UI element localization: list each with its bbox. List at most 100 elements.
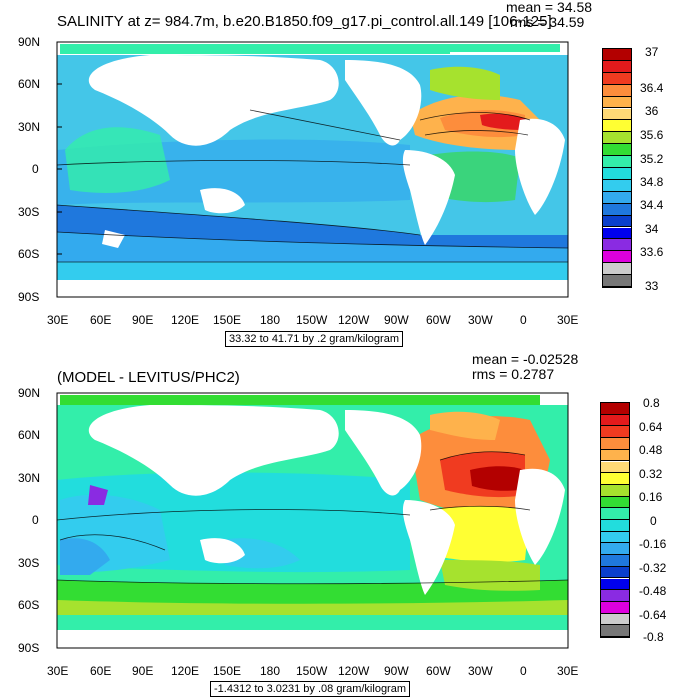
legend-swatch	[601, 461, 629, 474]
panel1-lat-0: 0	[32, 162, 39, 176]
legend-swatch	[601, 403, 629, 415]
lon-label: 90E	[132, 664, 154, 678]
legend-swatch	[603, 96, 631, 109]
panel1-lat-90s: 90S	[18, 290, 40, 304]
legend-label: 34	[645, 222, 659, 236]
lon-label: 90W	[384, 313, 409, 327]
legend-swatch	[601, 531, 629, 544]
lon-label: 150W	[296, 664, 328, 678]
legend-swatch	[601, 543, 629, 556]
legend-swatch	[603, 132, 631, 145]
panel1-range-box: 33.32 to 41.71 by .2 gram/kilogram	[225, 331, 403, 347]
lon-label: 0	[520, 664, 527, 678]
panel1-legend	[602, 48, 632, 288]
lon-label: 60E	[90, 664, 112, 678]
lon-label: 180	[260, 313, 281, 327]
lon-label: 30E	[47, 313, 69, 327]
lon-label: 150E	[213, 313, 242, 327]
lon-label: 120W	[338, 664, 370, 678]
legend-label: 33	[645, 279, 659, 293]
panel2-lat-30n: 30N	[18, 471, 41, 485]
legend-swatch	[601, 590, 629, 602]
panel1-mean: mean = 34.58	[506, 0, 593, 15]
panel1-map	[56, 41, 569, 298]
legend-label: 0.48	[639, 443, 663, 457]
legend-swatch	[603, 60, 631, 73]
legend-swatch	[603, 144, 631, 157]
legend-label: 35.2	[640, 152, 664, 166]
lon-label: 60E	[90, 313, 112, 327]
panel2-range-box: -1.4312 to 3.0231 by .08 gram/kilogram	[210, 681, 411, 697]
panel1-lat-90n: 90N	[18, 35, 41, 49]
panel2-legend	[600, 402, 630, 638]
panel2-lat-0: 0	[32, 513, 39, 527]
legend-label: -0.64	[639, 608, 667, 622]
lon-label: 120E	[171, 313, 200, 327]
legend-label: 37	[645, 45, 659, 59]
panel2-lon-axis: 30E 60E 90E 120E 150E 180 150W 120W 90W …	[0, 664, 700, 680]
panel2-continents	[57, 405, 568, 648]
lon-label: 150W	[296, 313, 328, 327]
legend-swatch	[603, 215, 631, 228]
legend-label: 0	[650, 514, 657, 528]
lon-label: 30W	[468, 313, 493, 327]
legend-swatch	[601, 508, 629, 520]
panel1-legend-bar	[602, 48, 632, 288]
legend-label: -0.48	[639, 584, 667, 598]
lon-label: 120W	[338, 313, 370, 327]
legend-swatch	[601, 566, 629, 579]
panel1-lat-30s: 30S	[18, 205, 40, 219]
panel1-continents	[57, 55, 568, 297]
legend-label: 33.6	[640, 245, 664, 259]
legend-swatch	[601, 484, 629, 497]
lon-label: 90W	[384, 664, 409, 678]
lon-label: 180	[260, 664, 281, 678]
legend-swatch	[601, 496, 629, 509]
legend-swatch	[601, 520, 629, 532]
panel1-lat-60n: 60N	[18, 77, 41, 91]
panel2-lat-60n: 60N	[18, 428, 41, 442]
legend-swatch	[603, 49, 631, 61]
legend-swatch	[601, 613, 629, 626]
legend-swatch	[603, 251, 631, 264]
lon-label: 30E	[557, 313, 579, 327]
legend-label: 0.64	[639, 420, 663, 434]
panel1-lon-axis: 30E 60E 90E 120E 150E 180 150W 120W 90W …	[0, 313, 700, 329]
legend-swatch	[601, 625, 629, 637]
panel1-lat-30n: 30N	[18, 120, 41, 134]
panel2-arctic	[60, 395, 540, 405]
panel1-indian-ocean	[65, 127, 170, 193]
legend-label: -0.32	[639, 561, 667, 575]
legend-swatch	[603, 168, 631, 180]
legend-label: -0.16	[639, 537, 667, 551]
legend-swatch	[603, 120, 631, 133]
panel2-lat-30s: 30S	[18, 556, 40, 570]
panel2-legend-bar	[600, 402, 630, 638]
legend-swatch	[601, 438, 629, 450]
legend-swatch	[603, 227, 631, 240]
lon-label: 60W	[426, 664, 451, 678]
legend-label: 0.8	[643, 396, 660, 410]
panel1-rms: rms = 34.59	[510, 14, 585, 30]
legend-label: 0.32	[639, 467, 663, 481]
legend-swatch	[603, 191, 631, 204]
lon-label: 150E	[213, 664, 242, 678]
panel1-ticks	[57, 41, 62, 298]
lon-label: 120E	[171, 664, 200, 678]
legend-swatch	[601, 426, 629, 439]
panel2-rms: rms = 0.2787	[472, 366, 555, 382]
legend-swatch	[603, 239, 631, 252]
legend-swatch	[601, 578, 629, 591]
legend-swatch	[601, 414, 629, 427]
panel2-mean: mean = -0.02528	[472, 351, 579, 367]
panel1-lat-60s: 60S	[18, 247, 40, 261]
legend-label: 34.8	[640, 175, 664, 189]
legend-label: 36	[645, 104, 659, 118]
legend-swatch	[603, 203, 631, 216]
panel1-arctic	[60, 44, 450, 54]
legend-swatch	[603, 72, 631, 85]
lon-label: 90E	[132, 313, 154, 327]
legend-label: 34.4	[640, 198, 664, 212]
panel1-title: SALINITY at z= 984.7m, b.e20.B1850.f09_g…	[57, 13, 552, 30]
